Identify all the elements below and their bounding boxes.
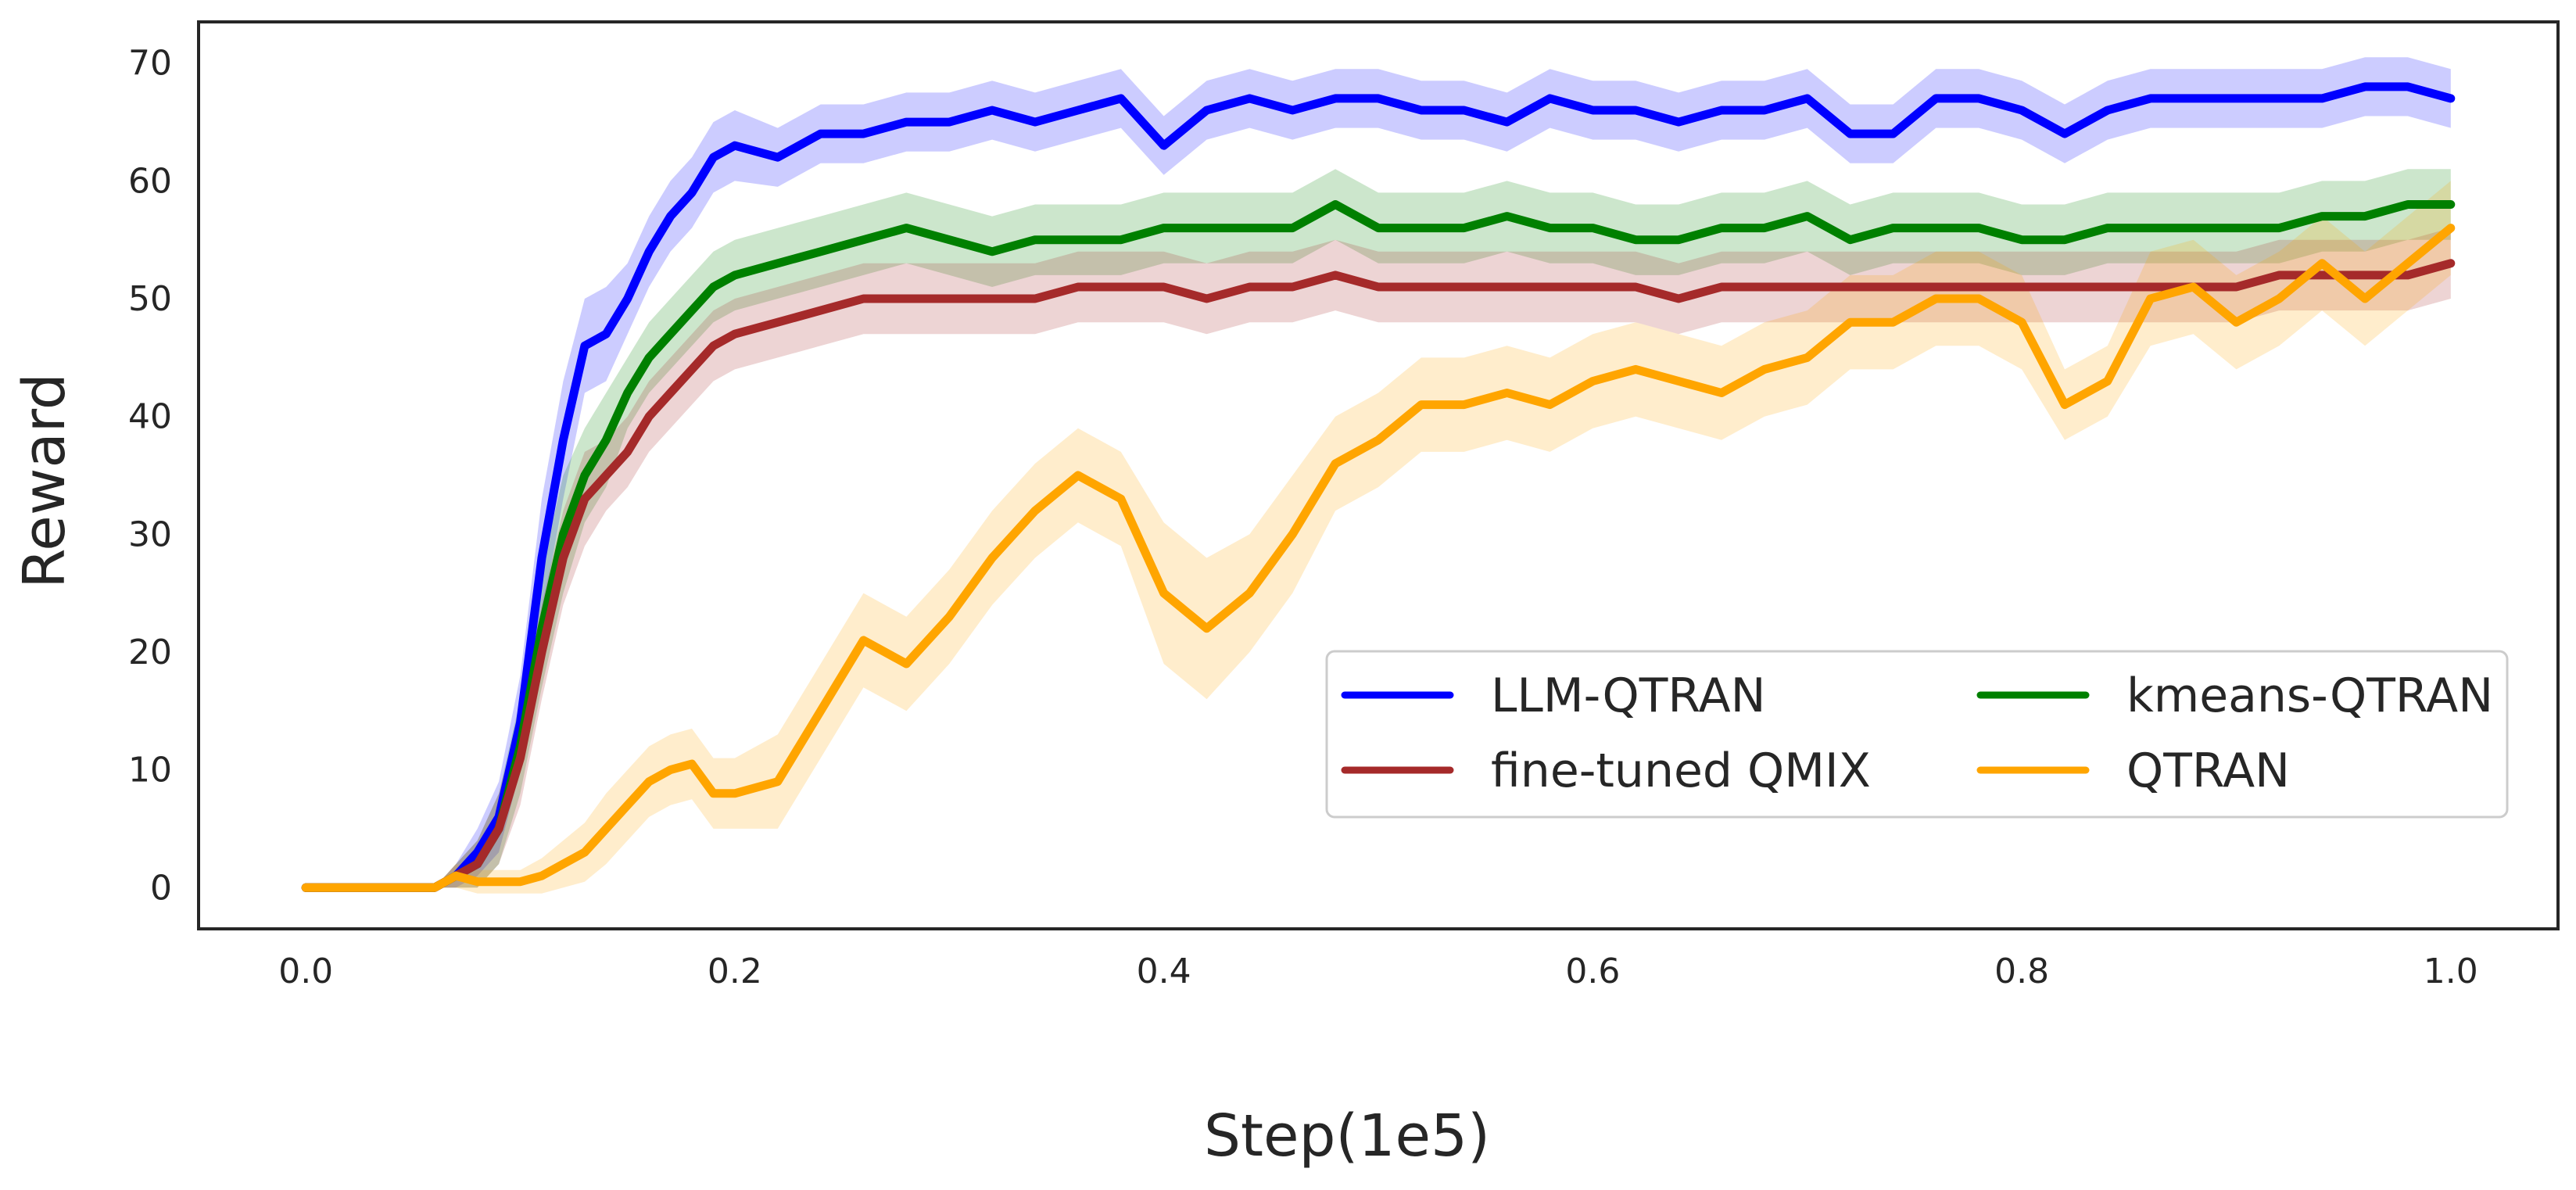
y-tick-label: 0	[150, 868, 172, 908]
legend-label-qtran: QTRAN	[2126, 744, 2290, 798]
series-line-kmeans-qtran	[301, 200, 2456, 892]
y-tick-label: 10	[128, 751, 172, 790]
band-fine-tuned-qmix	[306, 228, 2451, 888]
band-kmeans-qtran	[306, 169, 2451, 888]
x-axis-ticks: 0.0 0.2 0.4 0.6 0.8 1.0	[278, 952, 2478, 991]
series-lines	[301, 82, 2456, 892]
x-tick-label: 0.6	[1565, 952, 1620, 991]
legend-label-llm-qtran: LLM-QTRAN	[1491, 668, 1766, 723]
y-tick-label: 60	[128, 161, 172, 201]
x-tick-label: 0.4	[1137, 952, 1191, 991]
legend: LLM-QTRAN kmeans-QTRAN fine-tuned QMIX QTRA…	[1325, 650, 2509, 819]
y-tick-label: 30	[128, 514, 172, 554]
y-axis-ticks: 0 10 20 30 40 50 60 70	[128, 44, 172, 909]
y-axis-label: Reward	[11, 373, 78, 589]
series-line-qtran	[301, 224, 2456, 892]
band-qtran	[306, 181, 2451, 894]
confidence-bands	[306, 57, 2451, 894]
x-tick-label: 1.0	[2424, 952, 2478, 991]
x-axis-label: Step(1e5)	[1204, 1102, 1490, 1170]
legend-box	[1325, 650, 2509, 819]
series-line-fine-tuned-qmix	[301, 259, 2456, 892]
legend-label-fine-tuned-qmix: fine-tuned QMIX	[1491, 744, 1871, 798]
y-tick-label: 40	[128, 397, 172, 437]
plot-frame	[197, 20, 2560, 930]
series-line-llm-qtran	[301, 82, 2456, 892]
legend-label-kmeans-qtran: kmeans-QTRAN	[2126, 668, 2493, 723]
y-tick-label: 20	[128, 633, 172, 672]
x-tick-label: 0.2	[708, 952, 762, 991]
x-tick-label: 0.8	[1994, 952, 2049, 991]
x-tick-label: 0.0	[278, 952, 333, 991]
y-tick-label: 50	[128, 279, 172, 319]
y-tick-label: 70	[128, 44, 172, 84]
